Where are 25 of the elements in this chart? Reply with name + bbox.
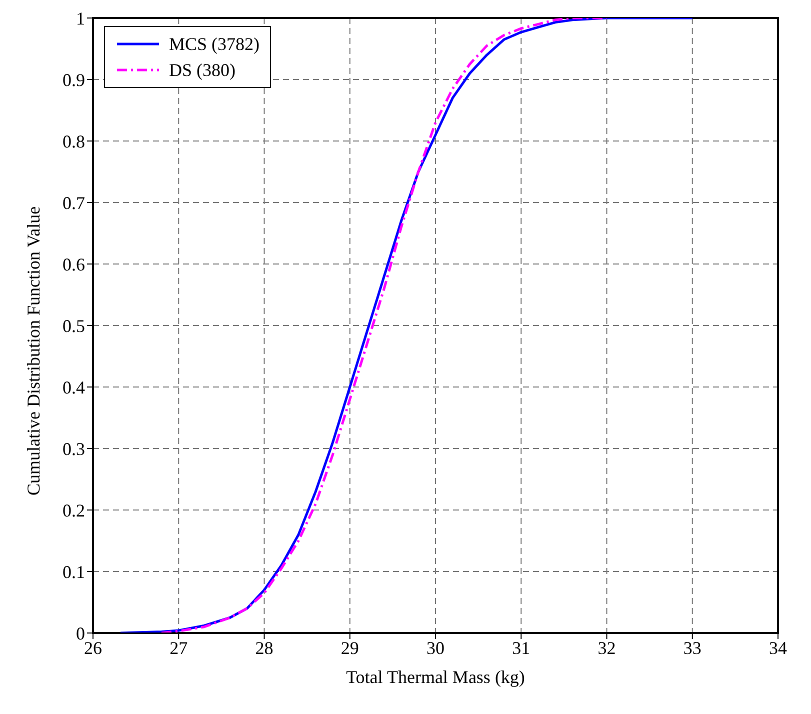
legend-label: DS (380) [169, 59, 236, 82]
x-tick-label: 26 [84, 638, 102, 658]
line-series [160, 18, 608, 633]
y-tick-label: 0 [76, 623, 85, 644]
x-tick-label: 27 [170, 638, 188, 658]
y-tick-label: 0.6 [62, 254, 85, 274]
x-tick-label: 31 [512, 638, 530, 658]
legend-label: MCS (3782) [169, 33, 260, 56]
y-tick-label: 0.4 [62, 377, 85, 398]
x-tick-label: 28 [255, 638, 274, 658]
x-tick-label: 34 [769, 638, 787, 658]
x-tick-label: 32 [598, 638, 616, 658]
y-tick-label: 0.5 [62, 316, 85, 336]
x-tick-label: 30 [426, 638, 444, 658]
y-tick-label: 0.9 [62, 70, 85, 90]
y-tick-label: 0.7 [62, 192, 85, 213]
x-tick-label: 29 [340, 638, 359, 658]
y-tick-label: 1 [76, 8, 85, 28]
x-tick-label: 33 [683, 638, 702, 658]
y-tick-label: 0.8 [62, 131, 85, 152]
y-tick-label: 0.1 [62, 562, 85, 582]
y-tick-label: 0.2 [62, 500, 85, 520]
y-tick-label: 0.3 [62, 438, 85, 459]
x-axis-title: Total Thermal Mass (kg) [346, 667, 525, 687]
y-axis-title: Cumulative Distribution Function Value [23, 206, 44, 496]
